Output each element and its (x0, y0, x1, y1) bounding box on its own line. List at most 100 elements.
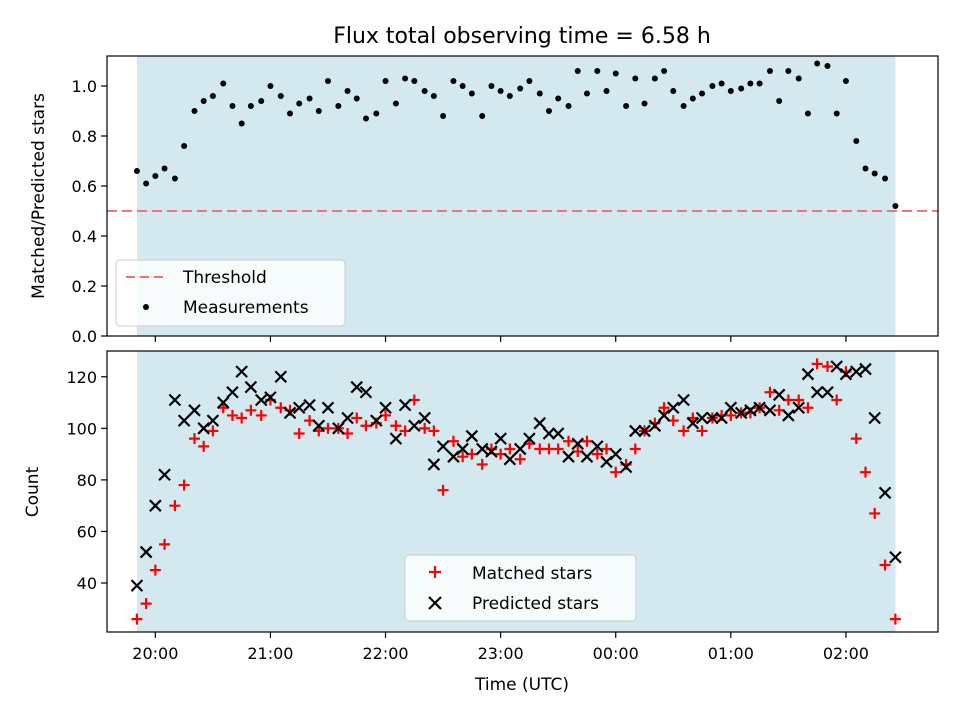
measurement-point (324, 78, 331, 84)
bottom-y-tick-label: 80 (77, 471, 97, 490)
predicted-star-point (216, 396, 230, 409)
measurement-point (191, 108, 198, 114)
matched-star-point (822, 360, 834, 372)
measurement-point (536, 90, 543, 97)
measurement-point (871, 170, 878, 177)
measurement-point (247, 103, 254, 109)
measurement-point (430, 93, 437, 99)
measurement-point (526, 78, 533, 84)
bottom-y-axis: 40 60 80 100 120 (66, 368, 107, 593)
bottom-y-tick-label: 60 (77, 522, 97, 541)
matched-star-point (514, 453, 526, 465)
bottom-x-tick-label: 02:00 (823, 644, 869, 663)
bottom-y-tick-label: 40 (77, 574, 97, 593)
measurement-point (756, 80, 763, 87)
matched-star-point (581, 435, 593, 447)
bottom-x-tick-label: 21:00 (247, 644, 293, 663)
matched-star-point (793, 394, 805, 406)
measurement-point (287, 110, 294, 117)
measurement-point (488, 83, 495, 89)
predicted-star-point (158, 468, 171, 482)
measurement-point (680, 103, 687, 109)
predicted-star-point (839, 367, 853, 381)
predicted-star-point (408, 419, 421, 433)
predicted-star-point (427, 458, 441, 471)
measurement-point (862, 165, 869, 172)
matched-star-point (447, 435, 459, 447)
bottom-legend: Matched stars Predicted stars (404, 554, 637, 622)
top-y-tick-label: 0.4 (72, 227, 97, 246)
measurement-point (382, 78, 389, 84)
predicted-star-point (341, 411, 354, 425)
matched-star-point (245, 404, 257, 416)
predicted-star-point (494, 432, 507, 445)
measurement-point (545, 108, 552, 114)
matched-star-point (419, 422, 431, 434)
matched-star-point (236, 412, 248, 424)
top-y-axis-label: Matched/Predicted stars (29, 93, 49, 299)
measurement-point (267, 83, 274, 89)
measurement-point (335, 103, 342, 109)
predicted-star-point (359, 385, 373, 399)
top-panel: 0.0 0.2 0.4 0.6 0.8 1.0 Matched/Predicted sta… (29, 55, 939, 346)
predicted-stars-series (130, 360, 902, 592)
predicted-star-point (303, 398, 316, 412)
matched-star-point (149, 564, 161, 576)
measurement-point (824, 63, 831, 69)
predicted-star-point (206, 414, 220, 427)
measurement-point (785, 68, 792, 74)
measurement-point (479, 113, 486, 119)
measurement-point (373, 110, 380, 117)
predicted-star-point (379, 401, 392, 414)
measurement-point (776, 98, 783, 104)
matched-star-point (696, 425, 708, 437)
matched-stars-series (131, 358, 901, 625)
measurement-point (804, 110, 811, 117)
measurement-point (229, 103, 236, 109)
predicted-star-point (321, 401, 335, 414)
predicted-star-point (312, 419, 326, 433)
matched-star-point (169, 500, 181, 512)
measurement-point (143, 180, 150, 187)
predicted-star-point (485, 445, 498, 458)
matched-star-point (831, 394, 843, 406)
measurement-point (238, 120, 245, 127)
matched-star-point (802, 402, 814, 414)
measurement-point (181, 143, 188, 149)
predicted-star-point (801, 367, 815, 381)
predicted-star-point (130, 579, 144, 592)
predicted-star-point (465, 429, 479, 443)
predicted-star-point (580, 450, 594, 463)
measurement-point (670, 88, 677, 94)
predicted-star-point (638, 424, 651, 438)
matched-star-point (351, 412, 363, 424)
matched-star-point (188, 433, 200, 445)
predicted-star-point (149, 499, 162, 512)
top-y-tick-label: 0.6 (72, 177, 97, 196)
predicted-star-point (456, 442, 469, 456)
measurement-point (133, 168, 140, 174)
bottom-x-tick-label: 22:00 (362, 644, 408, 663)
matched-star-point (591, 448, 603, 460)
predicted-star-point (418, 411, 431, 425)
legend-threshold-label: Threshold (182, 268, 267, 288)
predicted-star-point (821, 385, 834, 399)
measurement-point (450, 78, 457, 84)
matched-star-point (476, 458, 488, 470)
matched-star-point (543, 443, 555, 455)
predicted-star-point (889, 550, 902, 564)
matched-star-point (437, 484, 449, 496)
predicted-star-point (753, 401, 766, 414)
measurement-point (612, 70, 619, 77)
predicted-star-point (292, 401, 306, 414)
matched-star-point (390, 420, 402, 432)
predicted-star-point (734, 406, 748, 420)
matched-star-point (360, 420, 372, 432)
bottom-x-tick-label: 01:00 (708, 644, 754, 663)
legend-matched-swatch (429, 566, 441, 578)
measurement-point (209, 93, 216, 99)
matched-star-point (322, 422, 334, 434)
predicted-star-point (859, 362, 872, 376)
top-y-tick-label: 0.2 (72, 277, 97, 296)
matched-star-point (504, 443, 516, 455)
